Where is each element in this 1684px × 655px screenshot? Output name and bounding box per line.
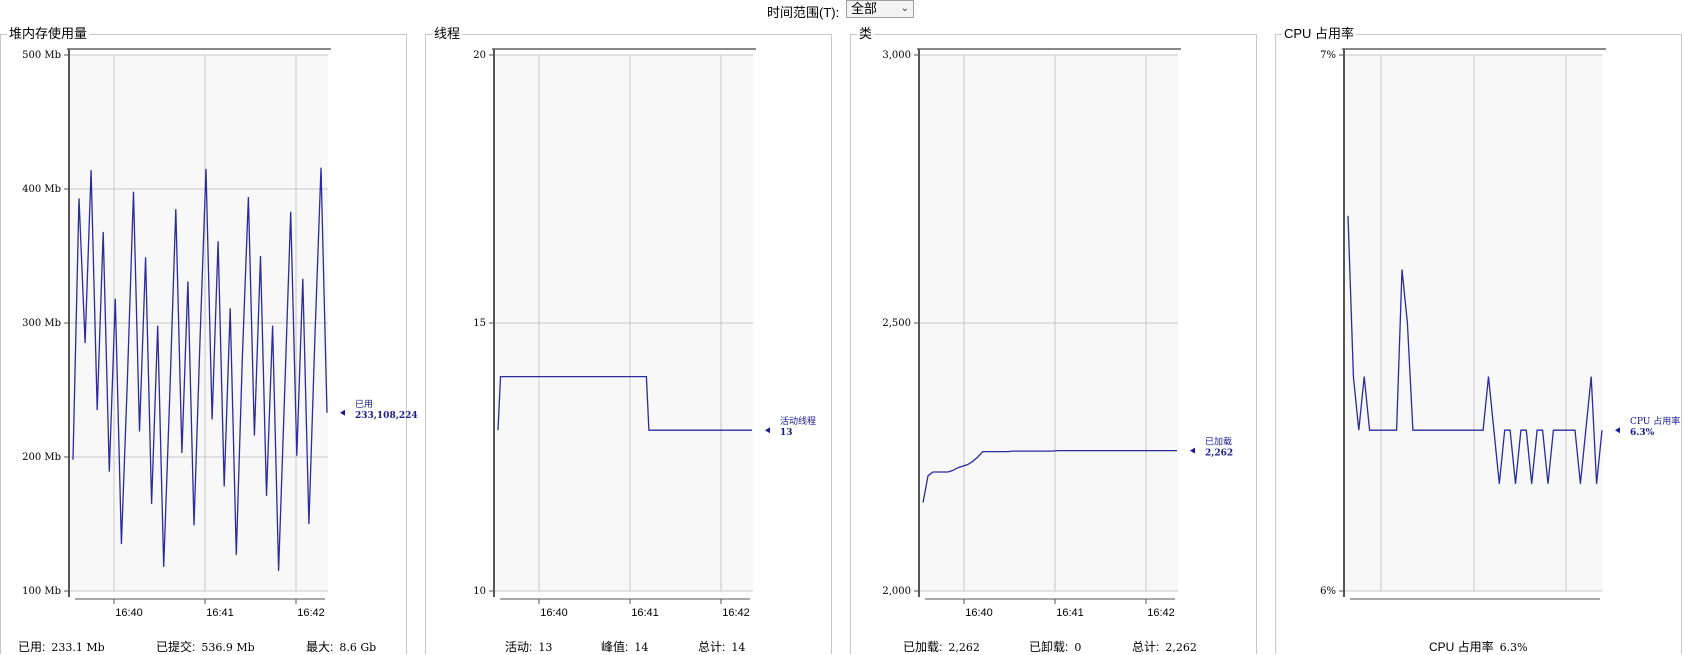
x-tick-label: 16:40 [965,607,993,619]
y-tick-label: 400 Mb [22,184,61,195]
x-tick-label: 16:41 [206,607,234,619]
footer-max-value: 8.6 Gb [339,641,377,654]
footer-class-total-label: 总计: [1132,640,1160,654]
chevron-down-icon: ⌄ [900,3,909,14]
marker-label: 已用 [355,399,373,410]
threads-footer: 总计: 14 [698,638,745,655]
panel-title: 类 [857,26,875,42]
y-tick-label: 100 Mb [22,586,61,597]
footer-peak-value: 14 [634,641,649,654]
y-tick-label: 7% [1320,50,1336,61]
classes-panel: 类 3,000 2,500 2,000 16:40 16:41 16:42 已加载 2,262 [850,26,1257,654]
series-line [922,449,1177,503]
footer-total-label: 总计: [698,640,726,654]
toolbar: 时间范围(T): 全部 ⌄ [0,0,1684,22]
x-tick-label: 16:42 [722,607,750,619]
x-tick-label: 16:41 [631,607,659,619]
time-range-value: 全部 [851,1,878,16]
y-tick-label: 2,500 [882,318,911,329]
x-tick-label: 16:40 [115,607,143,619]
footer-peak-label: 峰值: [601,640,629,654]
heap-memory-footer: 已用: 233.1 Mb [18,638,105,655]
y-tick-label: 2,000 [882,586,911,597]
heap-memory-chart: 500 Mb 400 Mb 300 Mb 200 Mb 100 Mb 16:40 16:41… [22,48,418,619]
classes-footer: 总计: 2,262 [1132,638,1197,655]
footer-max-label: 最大: [306,640,334,654]
time-range-select[interactable]: 全部 ⌄ [846,0,914,18]
footer-active-value: 13 [538,641,553,654]
marker-label: 活动线程 [780,415,816,427]
heap-memory-footer: 最大: 8.6 Gb [306,638,376,655]
panel-title: 堆内存使用量 [7,26,90,42]
y-tick-label: 20 [473,50,486,61]
footer-committed-label: 已提交: [156,640,196,654]
y-tick-label: 10 [473,586,486,597]
footer-used-label: 已用: [18,640,46,654]
series-line [72,167,328,571]
footer-unloaded-label: 已卸载: [1029,640,1069,654]
marker-value: 13 [780,428,793,438]
footer-committed-value: 536.9 Mb [201,641,255,654]
footer-loaded-value: 2,262 [948,641,980,654]
current-value-marker [765,427,770,434]
footer-loaded-label: 已加载: [903,640,943,654]
series-line [1347,215,1603,484]
panel-title: CPU 占用率 [1282,26,1357,42]
marker-label: 已加载 [1205,436,1232,448]
y-tick-label: 6% [1320,586,1336,597]
footer-cpu-label: CPU 占用率 [1429,640,1494,654]
marker-label: CPU 占用率 [1630,415,1680,427]
x-tick-label: 16:42 [297,607,325,619]
y-tick-label: 500 Mb [22,50,61,61]
footer-total-value: 14 [731,641,746,654]
classes-footer: 已加载: 2,262 [903,638,980,655]
x-tick-label: 16:42 [1147,607,1175,619]
classes-footer: 已卸载: 0 [1029,638,1081,655]
heap-memory-panel: 堆内存使用量 500 Mb 400 Mb 300 Mb 200 Mb 100 Mb 16:… [0,26,418,654]
marker-value: 233,108,224 [355,411,418,421]
footer-used-value: 233.1 Mb [51,641,105,654]
footer-active-label: 活动: [505,640,533,654]
current-value-marker [1615,427,1620,434]
series-line [497,375,752,431]
footer-unloaded-value: 0 [1074,641,1082,654]
y-tick-label: 15 [473,318,486,329]
current-value-marker [340,409,345,416]
cpu-usage-footer: CPU 占用率 6.3% [1429,638,1528,655]
footer-cpu-value: 6.3% [1499,641,1528,654]
threads-footer: 峰值: 14 [601,638,648,655]
panel-title: 线程 [432,26,463,42]
y-tick-label: 3,000 [882,50,911,61]
x-tick-label: 16:41 [1056,607,1084,619]
cpu-usage-panel: CPU 占用率 7% 6% CPU 占用率 6.3% [1275,26,1682,654]
heap-memory-footer: 已提交: 536.9 Mb [156,638,255,655]
time-range-label: 时间范围(T): [767,5,840,20]
marker-value: 6.3% [1630,428,1655,438]
threads-panel: 线程 20 15 10 16:40 16:41 16:42 活动线程 13 [425,26,832,654]
footer-class-total-value: 2,262 [1165,641,1197,654]
x-tick-label: 16:40 [540,607,568,619]
y-tick-label: 200 Mb [22,452,61,463]
marker-value: 2,262 [1205,449,1233,459]
y-tick-label: 300 Mb [22,318,61,329]
threads-footer: 活动: 13 [505,638,552,655]
current-value-marker [1190,447,1195,454]
